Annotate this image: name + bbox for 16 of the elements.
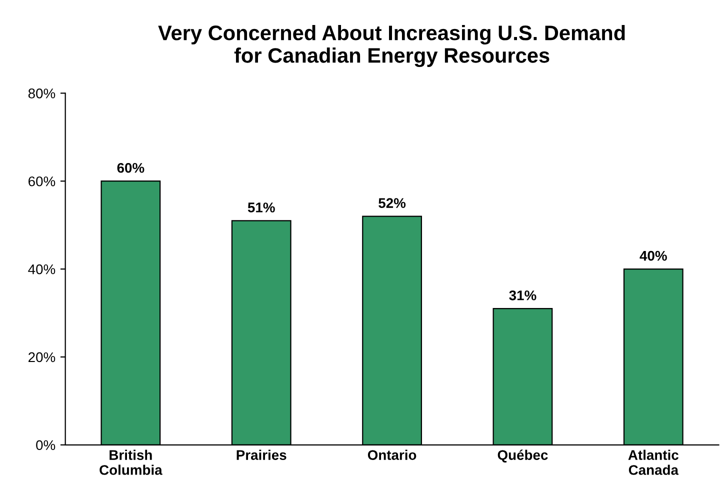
y-tick-label: 80% (28, 88, 56, 98)
data-label: 52% (378, 198, 406, 208)
y-tick-label: 40% (28, 264, 56, 274)
y-tick-label: 60% (28, 176, 56, 186)
data-label: 31% (509, 290, 536, 300)
x-tick-label: Québec (498, 450, 548, 463)
data-label: 40% (640, 250, 667, 261)
chart-title: Very Concerned About Increasing U.S. Demand for Canadian Energy Resources (158, 25, 625, 68)
y-tick-label: 20% (28, 352, 56, 362)
data-label: 60% (117, 162, 144, 173)
y-tick-label: 0% (36, 440, 56, 450)
x-tick-label: Prairies (236, 450, 286, 460)
x-tick-label: British Columbia (100, 450, 162, 475)
x-tick-label: Ontario (368, 450, 416, 460)
x-tick-label: Atlantic Canada (628, 450, 679, 475)
data-label: 51% (248, 202, 275, 212)
